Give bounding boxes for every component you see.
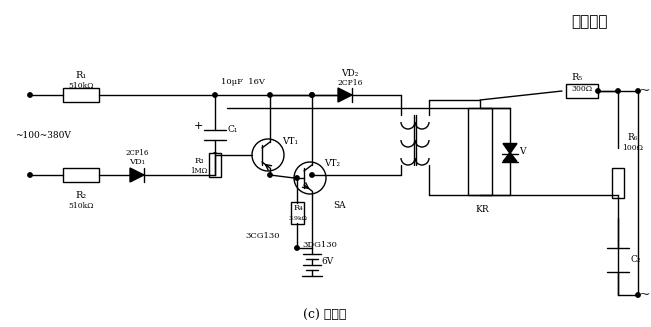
Text: ~: ~	[638, 84, 650, 98]
Text: V: V	[519, 147, 525, 156]
Text: 3DG130: 3DG130	[303, 241, 337, 249]
Polygon shape	[338, 88, 352, 102]
Text: VT₁: VT₁	[282, 137, 298, 146]
Bar	[566, 84, 598, 98]
Text: C₂: C₂	[631, 255, 641, 265]
Circle shape	[294, 162, 326, 194]
Text: 1MΩ: 1MΩ	[190, 167, 208, 175]
Bar	[468, 108, 492, 195]
Circle shape	[268, 93, 272, 97]
Text: 300Ω: 300Ω	[572, 85, 592, 93]
Text: C₁: C₁	[228, 125, 238, 133]
Text: 510kΩ: 510kΩ	[68, 82, 94, 90]
Circle shape	[636, 89, 640, 93]
Text: 100Ω: 100Ω	[622, 144, 643, 152]
Circle shape	[213, 93, 217, 97]
Circle shape	[310, 173, 314, 177]
Circle shape	[295, 176, 299, 180]
Circle shape	[213, 173, 217, 177]
Circle shape	[310, 93, 314, 97]
Text: VD₁: VD₁	[129, 158, 145, 166]
Text: 3.9kΩ: 3.9kΩ	[288, 216, 307, 221]
Circle shape	[295, 246, 299, 250]
Circle shape	[596, 89, 600, 93]
Bar	[209, 153, 221, 177]
Text: SA: SA	[334, 200, 346, 210]
Text: R₁: R₁	[76, 71, 87, 79]
Text: VD₂: VD₂	[341, 68, 359, 77]
Bar	[612, 168, 624, 198]
Text: 3CG130: 3CG130	[245, 232, 280, 240]
Polygon shape	[130, 168, 144, 182]
Circle shape	[310, 93, 314, 97]
Text: +: +	[193, 121, 202, 131]
Text: (c) 电路三: (c) 电路三	[303, 308, 347, 321]
Circle shape	[252, 139, 284, 171]
Circle shape	[213, 153, 217, 157]
Text: R₅: R₅	[572, 74, 583, 82]
Circle shape	[268, 173, 272, 177]
Text: R₃: R₃	[194, 157, 204, 165]
Text: KR: KR	[475, 205, 489, 215]
Text: 2CP16: 2CP16	[125, 149, 148, 157]
Text: 10μF  16V: 10μF 16V	[221, 78, 265, 86]
Text: 备用照明: 备用照明	[572, 15, 608, 29]
Bar	[63, 168, 99, 182]
Text: ~100~380V: ~100~380V	[15, 130, 71, 140]
Polygon shape	[503, 152, 517, 162]
Circle shape	[636, 293, 640, 297]
Text: R₆: R₆	[628, 132, 638, 142]
Text: R₄: R₄	[293, 204, 303, 212]
Text: 6V: 6V	[321, 257, 333, 267]
Circle shape	[616, 89, 620, 93]
Bar	[290, 202, 303, 224]
Polygon shape	[503, 144, 517, 153]
Circle shape	[28, 93, 32, 97]
Text: 510kΩ: 510kΩ	[68, 202, 94, 210]
Circle shape	[28, 173, 32, 177]
Text: VT₂: VT₂	[324, 159, 340, 167]
Text: ~: ~	[638, 288, 650, 302]
Bar	[63, 88, 99, 102]
Text: 2CP16: 2CP16	[337, 79, 363, 87]
Text: R₂: R₂	[76, 191, 87, 199]
